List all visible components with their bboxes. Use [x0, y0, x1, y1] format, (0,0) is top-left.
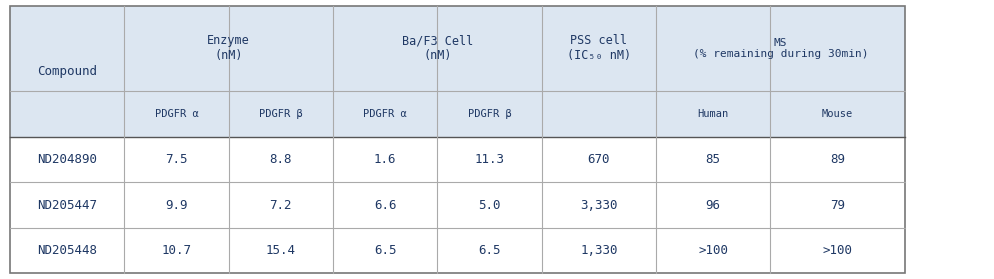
Bar — [10, 6, 905, 137]
Text: ND205447: ND205447 — [37, 199, 97, 211]
Text: 9.9: 9.9 — [165, 199, 188, 211]
Text: Ba/F3 Cell
(nM): Ba/F3 Cell (nM) — [402, 34, 473, 62]
Text: 7.5: 7.5 — [165, 153, 188, 166]
Text: Compound: Compound — [37, 65, 97, 78]
Text: 1,330: 1,330 — [580, 244, 617, 257]
Text: 89: 89 — [830, 153, 845, 166]
Text: 3,330: 3,330 — [580, 199, 617, 211]
Text: PDGFR β: PDGFR β — [467, 109, 512, 119]
Text: 10.7: 10.7 — [161, 244, 192, 257]
Text: 6.5: 6.5 — [478, 244, 501, 257]
Text: 79: 79 — [830, 199, 845, 211]
Text: MS
(% remaining during 30min): MS (% remaining during 30min) — [693, 38, 868, 59]
Text: PDGFR α: PDGFR α — [363, 109, 408, 119]
Text: 11.3: 11.3 — [474, 153, 505, 166]
Text: PDGFR α: PDGFR α — [154, 109, 199, 119]
Text: PDGFR β: PDGFR β — [258, 109, 303, 119]
Bar — [10, 228, 905, 273]
Text: 5.0: 5.0 — [478, 199, 501, 211]
Bar — [10, 182, 905, 228]
Text: ND204890: ND204890 — [37, 153, 97, 166]
Text: Mouse: Mouse — [822, 109, 853, 119]
Text: ND205448: ND205448 — [37, 244, 97, 257]
Text: 15.4: 15.4 — [265, 244, 296, 257]
Text: >100: >100 — [698, 244, 729, 257]
Bar — [10, 137, 905, 182]
Text: Enzyme
(nM): Enzyme (nM) — [207, 34, 250, 62]
Text: 96: 96 — [706, 199, 721, 211]
Text: 6.5: 6.5 — [374, 244, 397, 257]
Text: 8.8: 8.8 — [269, 153, 292, 166]
Text: >100: >100 — [822, 244, 853, 257]
Text: PSS cell
(IC₅₀ nM): PSS cell (IC₅₀ nM) — [567, 34, 631, 62]
Text: 7.2: 7.2 — [269, 199, 292, 211]
Text: 85: 85 — [706, 153, 721, 166]
Text: 6.6: 6.6 — [374, 199, 397, 211]
Text: 1.6: 1.6 — [374, 153, 397, 166]
Text: Human: Human — [698, 109, 729, 119]
Text: 670: 670 — [587, 153, 610, 166]
